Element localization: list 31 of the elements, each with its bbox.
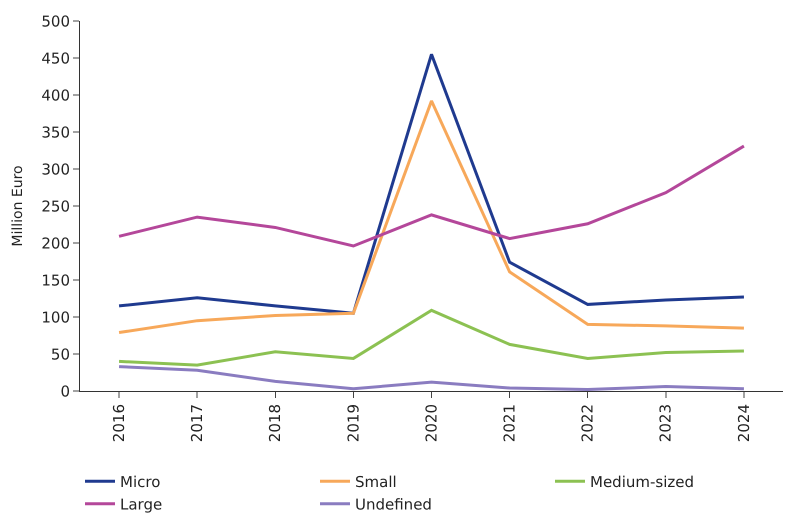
x-tick-label: 2017 — [188, 404, 206, 442]
x-tick-label: 2016 — [110, 404, 128, 442]
line-series — [118, 52, 746, 315]
y-tick-label: 350 — [41, 123, 70, 142]
line-series — [118, 308, 746, 367]
legend-label: Undefined — [355, 496, 432, 514]
x-tick-label: 2019 — [344, 404, 362, 442]
line-series — [118, 365, 746, 391]
x-tick-label: 2024 — [734, 404, 753, 442]
y-tick-label: 50 — [50, 345, 70, 364]
legend-label: Small — [355, 473, 397, 492]
y-tick-label: 250 — [41, 197, 70, 216]
y-tick-label: 200 — [41, 234, 70, 252]
x-tick-label: 2021 — [500, 404, 518, 442]
legend-label: Micro — [120, 473, 160, 492]
y-axis-title: Million Euro — [10, 165, 26, 247]
line-series — [118, 144, 746, 248]
y-tick-label: 500 — [41, 12, 70, 30]
line-series — [118, 99, 746, 334]
legend-label: Large — [120, 496, 162, 514]
x-tick-label: 2018 — [266, 404, 284, 442]
x-tick-label: 2023 — [656, 404, 675, 442]
y-tick-label: 400 — [41, 86, 70, 104]
legend-label: Medium-sized — [590, 473, 694, 492]
x-tick-label: 2022 — [578, 404, 597, 442]
y-tick-label: 0 — [60, 382, 70, 400]
y-tick-label: 150 — [41, 271, 70, 290]
x-tick-label: 2020 — [422, 404, 440, 442]
y-tick-label: 300 — [41, 160, 70, 178]
y-tick-label: 450 — [41, 49, 70, 68]
y-tick-label: 100 — [41, 308, 70, 326]
